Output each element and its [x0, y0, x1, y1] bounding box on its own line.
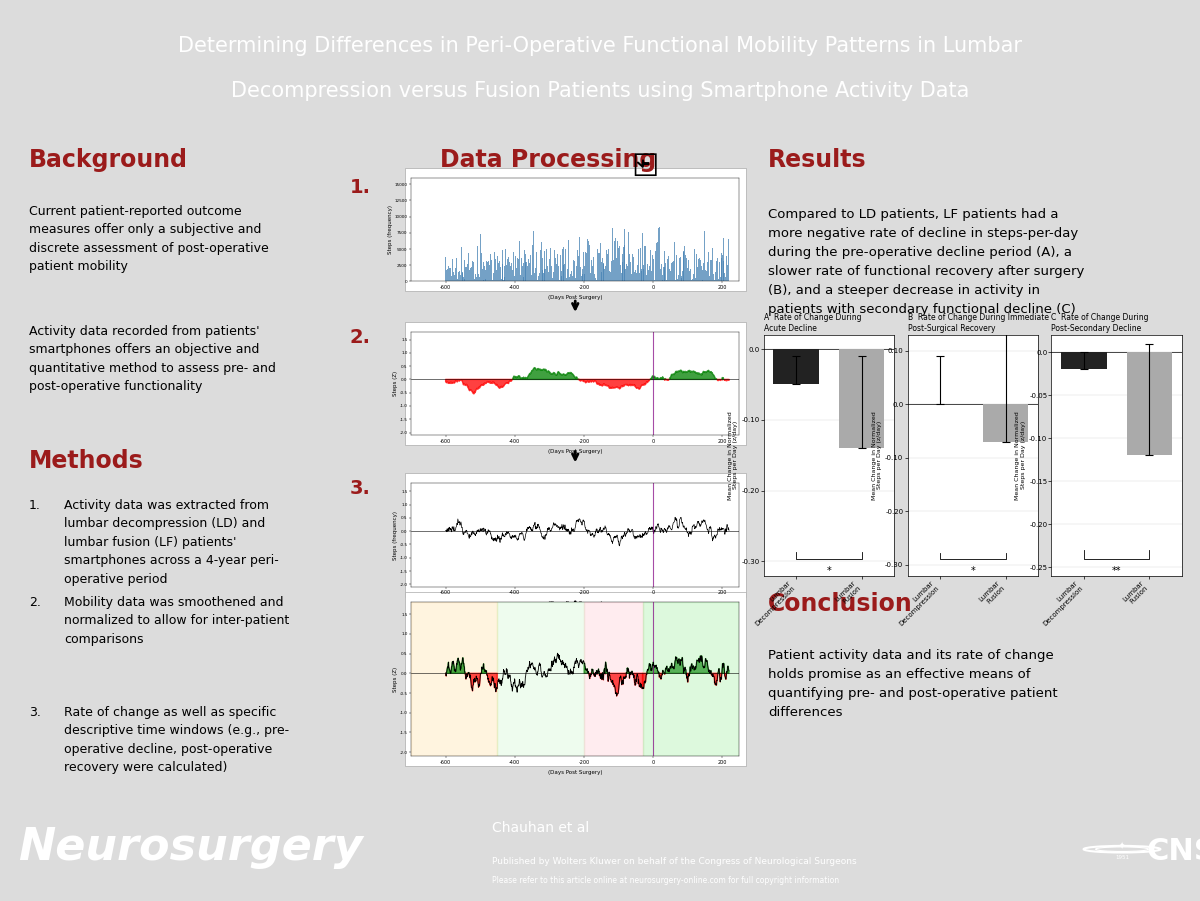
Text: Conclusion: Conclusion — [768, 592, 913, 616]
Text: *: * — [827, 566, 832, 576]
Text: Neurosurgery: Neurosurgery — [18, 825, 362, 869]
Text: Methods: Methods — [29, 449, 144, 473]
Text: **: ** — [1112, 566, 1122, 576]
Text: 1.: 1. — [349, 177, 371, 196]
Text: 3.: 3. — [349, 478, 371, 497]
Text: ▬: ▬ — [641, 159, 649, 168]
Text: Activity data was extracted from
lumbar decompression (LD) and
lumbar fusion (LF: Activity data was extracted from lumbar … — [64, 499, 278, 586]
Text: C  Rate of Change During
Post-Secondary Decline: C Rate of Change During Post-Secondary D… — [1051, 314, 1148, 332]
Y-axis label: Mean Change in Normalized
Steps per Day (z/day): Mean Change in Normalized Steps per Day … — [1015, 411, 1026, 500]
Y-axis label: Steps (frequency): Steps (frequency) — [394, 511, 398, 560]
X-axis label: (Days Post Surgery): (Days Post Surgery) — [548, 601, 602, 606]
X-axis label: (Days Post Surgery): (Days Post Surgery) — [548, 770, 602, 775]
Text: 1.: 1. — [29, 499, 41, 512]
Bar — [983, 405, 1028, 441]
Y-axis label: Steps (Z): Steps (Z) — [394, 667, 398, 692]
Text: Please refer to this article online at neurosurgery-online.com for full copyrigh: Please refer to this article online at n… — [492, 876, 839, 885]
Y-axis label: Steps (frequency): Steps (frequency) — [389, 205, 394, 254]
Text: ✦: ✦ — [1118, 842, 1126, 852]
Text: CNS: CNS — [1146, 837, 1200, 866]
Text: 3.: 3. — [29, 706, 41, 719]
Text: Rate of change as well as specific
descriptive time windows (e.g., pre-
operativ: Rate of change as well as specific descr… — [64, 706, 289, 775]
FancyBboxPatch shape — [404, 168, 745, 291]
Bar — [1127, 352, 1172, 455]
Text: Chauhan et al: Chauhan et al — [492, 822, 589, 835]
Bar — [1061, 352, 1106, 369]
Bar — [498, 603, 584, 756]
Text: A  Rate of Change During
Acute Decline: A Rate of Change During Acute Decline — [763, 314, 862, 332]
Bar — [774, 349, 820, 385]
Bar — [584, 603, 643, 756]
Text: *: * — [971, 566, 976, 576]
Text: Patient activity data and its rate of change
holds promise as an effective means: Patient activity data and its rate of ch… — [768, 649, 1057, 719]
Text: 2.: 2. — [349, 328, 371, 347]
FancyBboxPatch shape — [404, 592, 745, 766]
Bar — [839, 349, 884, 448]
Text: Compared to LD patients, LF patients had a
more negative rate of decline in step: Compared to LD patients, LF patients had… — [768, 208, 1085, 316]
Bar — [643, 603, 739, 756]
Text: Data Processing: Data Processing — [440, 148, 656, 172]
Y-axis label: Mean Change in Normalized
Steps per Day (z/day): Mean Change in Normalized Steps per Day … — [727, 411, 738, 500]
Text: Published by Wolters Kluwer on behalf of the Congress of Neurological Surgeons: Published by Wolters Kluwer on behalf of… — [492, 857, 857, 866]
Text: Background: Background — [29, 148, 188, 172]
FancyBboxPatch shape — [404, 322, 745, 445]
Text: Determining Differences in Peri-Operative Functional Mobility Patterns in Lumbar: Determining Differences in Peri-Operativ… — [178, 36, 1022, 56]
Text: ☐: ☐ — [631, 153, 659, 182]
Text: 1951: 1951 — [1115, 855, 1129, 860]
Text: 2.: 2. — [29, 596, 41, 609]
Text: Decompression versus Fusion Patients using Smartphone Activity Data: Decompression versus Fusion Patients usi… — [230, 81, 970, 101]
Text: Results: Results — [768, 148, 866, 172]
Bar — [412, 603, 498, 756]
X-axis label: (Days Post Surgery): (Days Post Surgery) — [548, 450, 602, 454]
FancyBboxPatch shape — [404, 473, 745, 597]
Text: B  Rate of Change During Immediate
Post-Surgical Recovery: B Rate of Change During Immediate Post-S… — [907, 314, 1049, 332]
Y-axis label: Mean Change in Normalized
Steps per Day (z/day): Mean Change in Normalized Steps per Day … — [871, 411, 882, 500]
Text: Activity data recorded from patients'
smartphones offers an objective and
quanti: Activity data recorded from patients' sm… — [29, 325, 276, 394]
Text: Current patient-reported outcome
measures offer only a subjective and
discrete a: Current patient-reported outcome measure… — [29, 205, 269, 273]
Y-axis label: Steps (Z): Steps (Z) — [394, 371, 398, 396]
Text: Mobility data was smoothened and
normalized to allow for inter-patient
compariso: Mobility data was smoothened and normali… — [64, 596, 289, 646]
X-axis label: (Days Post Surgery): (Days Post Surgery) — [548, 296, 602, 300]
